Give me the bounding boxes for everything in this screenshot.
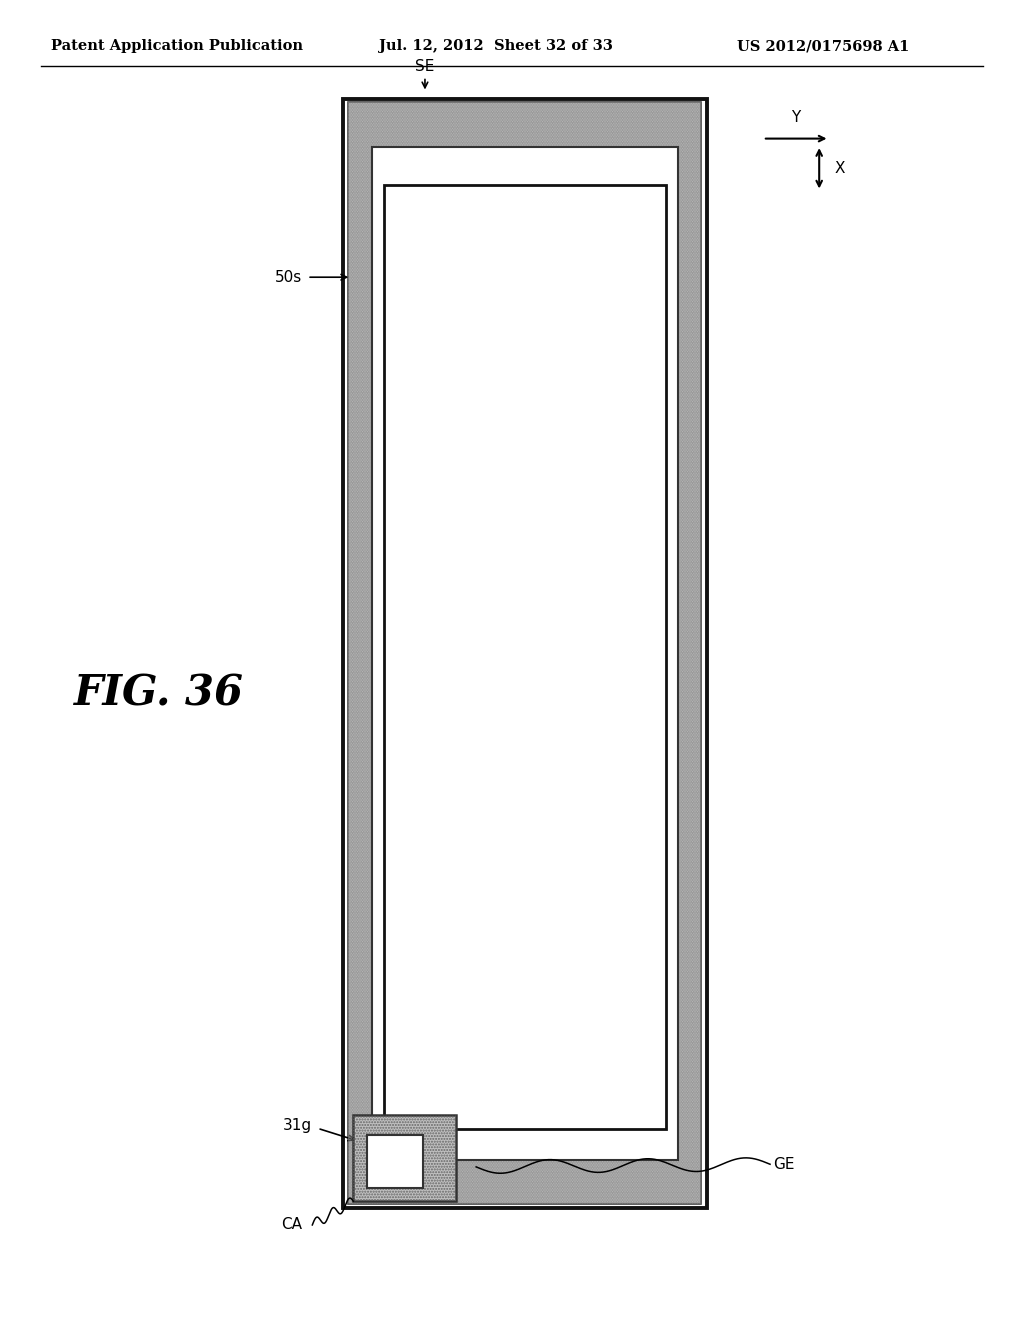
- Bar: [343, 99, 707, 1208]
- Text: 50s: 50s: [274, 269, 302, 285]
- Text: FIG. 36: FIG. 36: [74, 672, 244, 714]
- Text: 31g: 31g: [284, 1118, 312, 1133]
- Bar: [384, 185, 666, 1129]
- Text: X: X: [835, 161, 845, 176]
- Text: Patent Application Publication: Patent Application Publication: [51, 40, 303, 53]
- Text: GE: GE: [773, 1156, 795, 1172]
- Text: Jul. 12, 2012  Sheet 32 of 33: Jul. 12, 2012 Sheet 32 of 33: [379, 40, 612, 53]
- Text: CA: CA: [282, 1217, 303, 1233]
- Text: SE: SE: [416, 59, 434, 74]
- Bar: [372, 147, 678, 1160]
- Bar: [348, 103, 701, 1204]
- Bar: [367, 1135, 423, 1188]
- Bar: [353, 1115, 456, 1201]
- Bar: [353, 1115, 456, 1201]
- Text: Y: Y: [792, 111, 801, 125]
- Bar: [348, 103, 701, 1204]
- Text: US 2012/0175698 A1: US 2012/0175698 A1: [737, 40, 909, 53]
